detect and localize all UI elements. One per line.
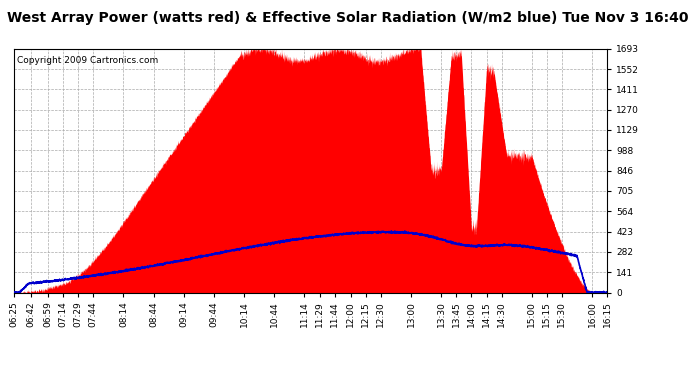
Text: West Array Power (watts red) & Effective Solar Radiation (W/m2 blue) Tue Nov 3 1: West Array Power (watts red) & Effective… — [7, 11, 689, 25]
Text: Copyright 2009 Cartronics.com: Copyright 2009 Cartronics.com — [17, 56, 158, 65]
